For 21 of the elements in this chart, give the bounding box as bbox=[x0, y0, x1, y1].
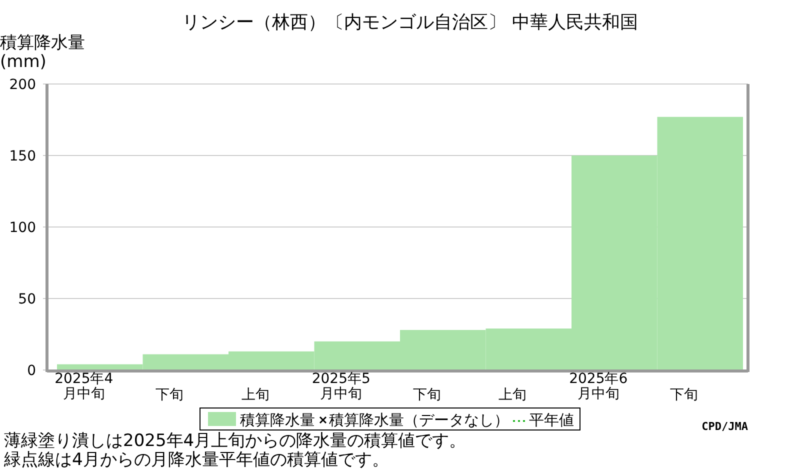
x-tick-label: 下旬 bbox=[154, 387, 185, 404]
y-axis-title: 積算降水量(mm) bbox=[0, 33, 86, 72]
text: CPD/JMA bbox=[702, 420, 748, 433]
y-tick-label: 200 bbox=[9, 77, 36, 93]
text: 緑点線は4月からの月降水量平年値の積算値です。 bbox=[3, 450, 389, 470]
legend-label: 平年値 bbox=[529, 411, 574, 429]
y-tick-label: 100 bbox=[9, 220, 36, 236]
x-tick-label: 下旬 bbox=[412, 387, 442, 404]
legend-label: 積算降水量 bbox=[240, 411, 315, 429]
x-tick-label: 2025年4月中旬 bbox=[54, 371, 114, 403]
x-tick-label: 下旬 bbox=[669, 387, 700, 404]
x-tick-label: 2025年6月中旬 bbox=[568, 371, 629, 403]
x-tick-label: 上旬 bbox=[240, 387, 270, 404]
legend-label: 積算降水量（データなし） bbox=[329, 411, 509, 429]
y-tick-label: 0 bbox=[27, 363, 36, 379]
chart-title: リンシー（林西）〔内モンゴル自治区〕 中華人民共和国 bbox=[182, 12, 638, 33]
y-tick-label: 150 bbox=[9, 148, 36, 164]
x-tick-label: 2025年5月中旬 bbox=[310, 371, 372, 403]
text: 薄緑塗り潰しは2025年4月上旬からの降水量の積算値です。 bbox=[4, 431, 466, 451]
x-tick-label: 上旬 bbox=[498, 387, 528, 404]
y-tick-label: 50 bbox=[18, 292, 36, 308]
